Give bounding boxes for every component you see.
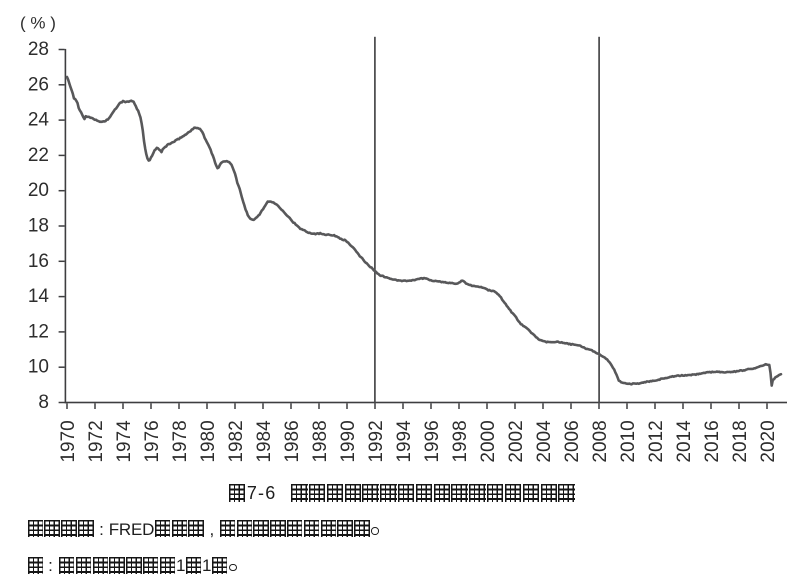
svg-text:2000: 2000: [478, 420, 499, 462]
svg-text:2020: 2020: [758, 420, 779, 462]
svg-text:12: 12: [28, 321, 49, 342]
svg-text:2008: 2008: [590, 420, 611, 462]
svg-text:1996: 1996: [422, 420, 443, 462]
svg-text:1972: 1972: [86, 420, 107, 462]
svg-text:1980: 1980: [198, 420, 219, 462]
svg-text:16: 16: [28, 251, 49, 272]
svg-text:2018: 2018: [730, 420, 751, 462]
svg-text:10: 10: [28, 357, 49, 378]
svg-text:1994: 1994: [394, 420, 415, 463]
svg-text:26: 26: [28, 74, 49, 95]
svg-text:8: 8: [38, 392, 49, 413]
svg-text:14: 14: [28, 286, 50, 307]
svg-text:1976: 1976: [142, 420, 163, 462]
svg-text:1992: 1992: [366, 420, 387, 462]
svg-text:2004: 2004: [534, 420, 555, 463]
svg-text:20: 20: [28, 180, 49, 201]
svg-text:1974: 1974: [114, 420, 135, 463]
svg-text:1970: 1970: [58, 420, 79, 462]
svg-text:2002: 2002: [506, 420, 527, 462]
svg-text:24: 24: [28, 110, 50, 131]
svg-text:1978: 1978: [170, 420, 191, 462]
svg-text:2012: 2012: [646, 420, 667, 462]
svg-text:18: 18: [28, 216, 49, 237]
svg-text:1998: 1998: [450, 420, 471, 462]
svg-text:2006: 2006: [562, 420, 583, 462]
svg-text:1982: 1982: [226, 420, 247, 462]
svg-text:2016: 2016: [702, 420, 723, 462]
svg-text:28: 28: [28, 39, 49, 60]
svg-text:1990: 1990: [338, 420, 359, 462]
svg-text:1984: 1984: [254, 420, 275, 463]
svg-text:1988: 1988: [310, 420, 331, 462]
svg-text:2010: 2010: [618, 420, 639, 462]
svg-text:1986: 1986: [282, 420, 303, 462]
svg-text:( % ): ( % ): [20, 14, 56, 33]
svg-text:2014: 2014: [674, 420, 695, 463]
svg-text:22: 22: [28, 145, 49, 166]
